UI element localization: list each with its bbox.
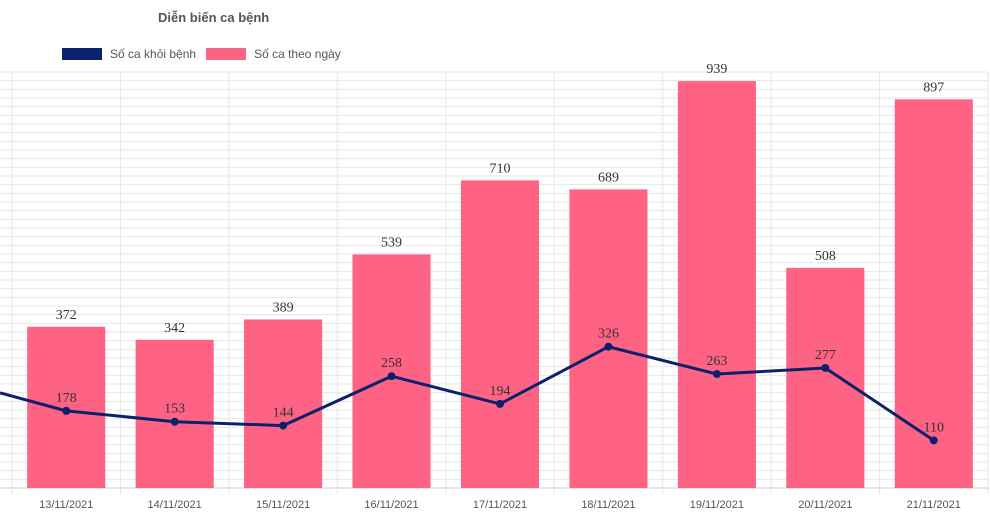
x-tick-label: 16/11/2021 [364,499,418,511]
line-point [279,421,288,430]
line-point [821,363,830,372]
bar-value-label: 508 [815,249,836,264]
line-point [712,370,721,379]
legend-swatch-line [62,48,102,60]
data-labels: 372 342 389 539 710 689 939 508 897 178 153 144 258 1… [56,62,945,435]
x-tick-label: 18/11/2021 [581,499,635,511]
x-tick-label: 19/11/2021 [690,499,744,511]
line-point [929,436,938,445]
bar-value-label: 372 [56,308,77,323]
bar [135,339,214,488]
bar-value-label: 342 [164,321,185,336]
bar [460,180,540,489]
bar-value-label: 710 [490,161,511,176]
x-tick-label: 14/11/2021 [148,499,202,511]
legend-swatch-bar [206,48,247,60]
line-point [387,372,396,381]
bar [244,319,323,488]
line-point [496,399,504,408]
line-value-label: 178 [56,391,77,406]
bars [27,81,973,489]
bar-value-label: 939 [706,62,727,77]
bar [569,189,648,488]
line-point [604,342,613,351]
legend-label-line: Số ca khỏi bệnh [110,47,197,61]
x-tick-label: 13/11/2021 [39,499,93,511]
line-point [170,417,179,426]
legend: Số ca khỏi bệnh Số ca theo ngày [62,45,351,63]
legend-item-bar[interactable]: Số ca theo ngày [206,47,341,61]
line-value-label: 153 [164,402,185,417]
bar-value-label: 897 [923,80,944,95]
line-value-label: 277 [815,348,836,363]
x-tick-label: 20/11/2021 [798,499,852,511]
x-axis-ticks: 13/11/2021 14/11/2021 15/11/2021 16/11/2021… [39,499,961,511]
legend-label-bar: Số ca theo ngày [254,47,341,61]
recovered-line [0,342,938,445]
x-tick-label: 21/11/2021 [907,499,961,511]
bar-value-label: 689 [598,170,619,185]
bar-value-label: 539 [381,235,402,250]
bar [786,267,865,488]
x-tick-label: 15/11/2021 [256,499,310,511]
x-tick-label: 17/11/2021 [473,499,527,511]
legend-item-line[interactable]: Số ca khỏi bệnh [62,47,196,61]
line-value-label: 263 [706,354,727,369]
bar [352,254,431,488]
bar [677,81,756,488]
line-path [0,345,935,442]
line-value-label: 258 [381,356,402,371]
line-value-label: 144 [273,406,294,421]
line-point [62,406,71,415]
line-value-label: 326 [598,327,619,342]
chart-title: Diễn biến ca bệnh [158,10,270,25]
bar-value-label: 389 [273,300,294,315]
line-value-label: 110 [924,420,944,435]
line-value-label: 194 [490,384,511,399]
